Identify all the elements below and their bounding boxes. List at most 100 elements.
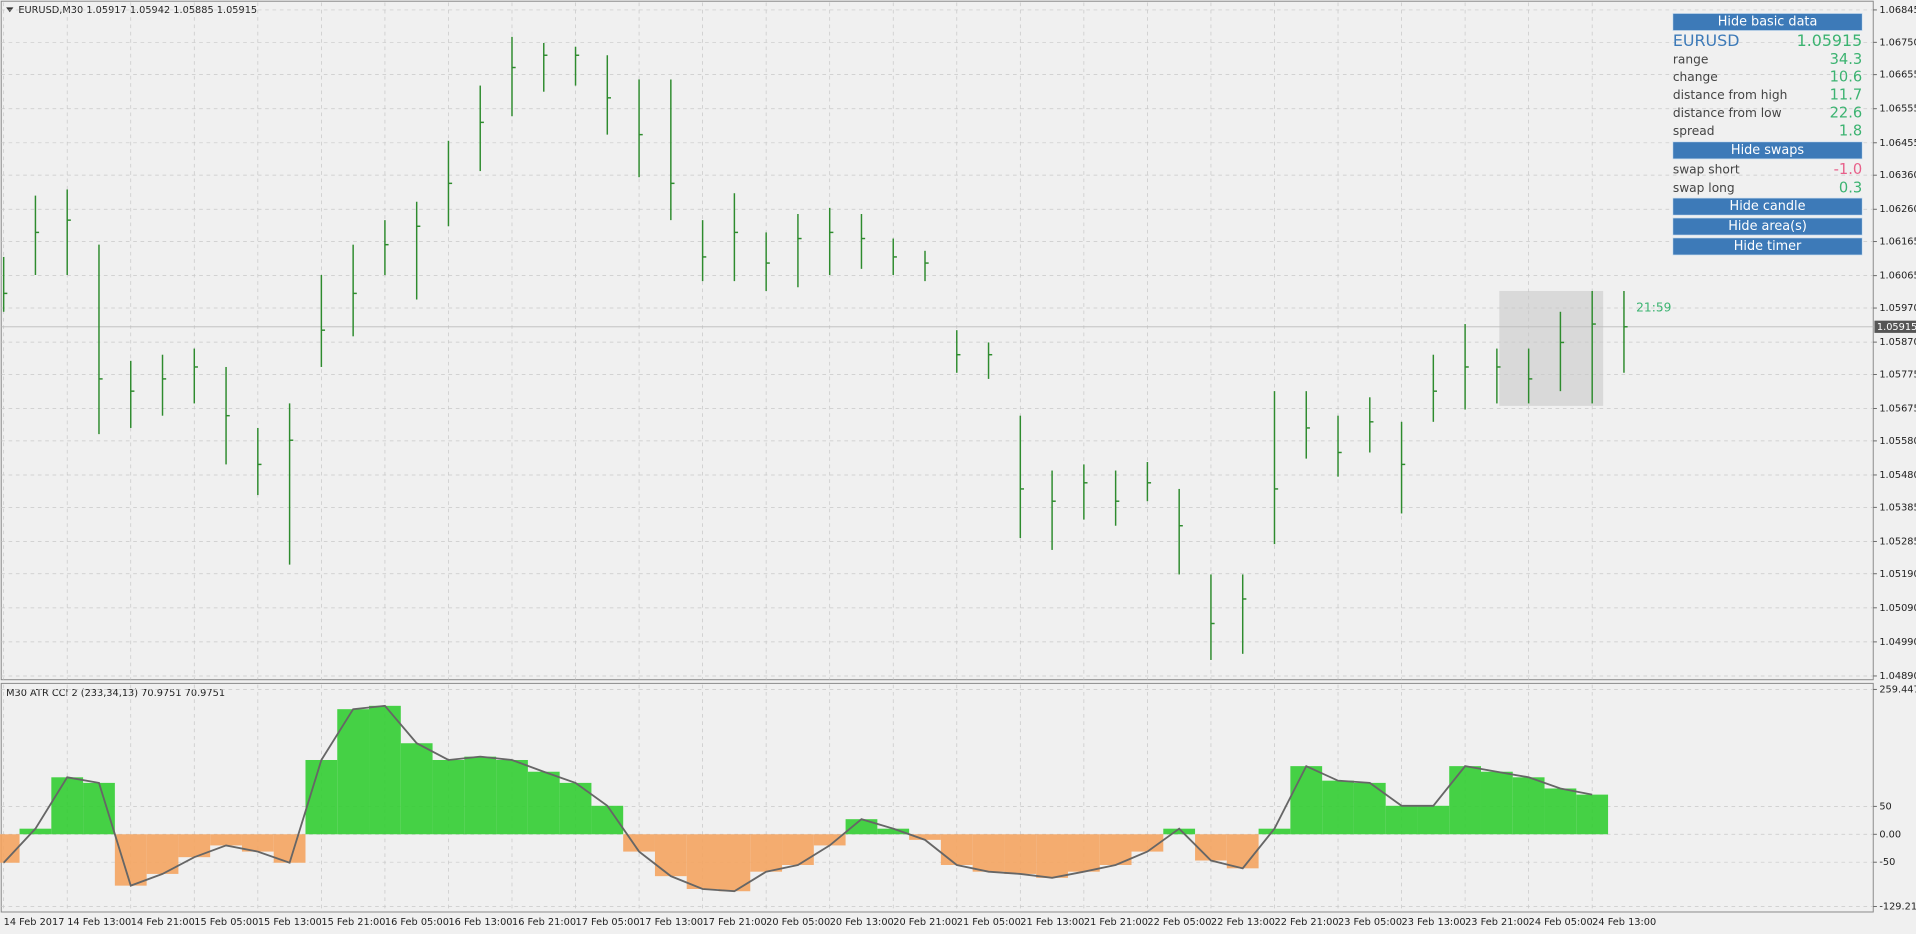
histogram-bar — [813, 834, 846, 846]
y-tick-label: 1.05090 — [1879, 603, 1916, 614]
histogram-bar — [1322, 780, 1354, 835]
histogram-bar — [1544, 788, 1577, 835]
panel-button[interactable] — [1672, 197, 1863, 216]
histogram-bar — [1004, 834, 1037, 874]
x-tick-label: 16 Feb 13:00 — [448, 917, 512, 928]
panel-button[interactable] — [1672, 13, 1863, 31]
timer: 21:59 — [1636, 301, 1671, 315]
panel-label: swap long — [1673, 181, 1735, 195]
histogram-bar — [114, 834, 147, 886]
panel-button-label[interactable]: Hide basic data — [1718, 15, 1818, 30]
x-tick-label: 20 Feb 05:00 — [766, 917, 830, 928]
x-tick-label: 22 Feb 05:00 — [1147, 917, 1211, 928]
y-tick-label: 1.06360 — [1879, 170, 1916, 181]
histogram-bar — [1576, 794, 1609, 835]
y-tick-label: 1.04990 — [1879, 637, 1916, 648]
x-tick-label: 21 Feb 21:00 — [1084, 917, 1148, 928]
y-tick-label: 1.05580 — [1879, 436, 1916, 447]
histogram-bar — [1067, 834, 1100, 872]
histogram-bar — [83, 782, 115, 835]
x-tick-label: 14 Feb 2017 — [4, 917, 65, 928]
histogram-bar — [686, 834, 719, 889]
histogram-bar — [782, 834, 814, 865]
panel-value: 22.6 — [1830, 104, 1863, 121]
indicator-line — [2, 704, 1593, 893]
histogram-bar — [1480, 771, 1513, 835]
chart-title: EURUSD,M30 1.05917 1.05942 1.05885 1.059… — [18, 5, 257, 16]
x-tick-label: 20 Feb 21:00 — [893, 917, 957, 928]
panel-button-label[interactable]: Hide swaps — [1731, 143, 1804, 158]
histogram-bar — [1163, 828, 1196, 835]
y-tick-label: 1.05190 — [1879, 569, 1916, 580]
histogram-bar — [464, 756, 497, 835]
histogram-bar — [1131, 834, 1164, 852]
panel-label: range — [1673, 52, 1709, 66]
panel-button[interactable] — [1672, 237, 1863, 256]
histogram-bar — [1385, 805, 1418, 835]
histogram-bar — [496, 759, 528, 835]
panel-button[interactable] — [1672, 217, 1863, 236]
panel-button-label[interactable]: Hide area(s) — [1728, 219, 1807, 234]
panel-label: change — [1673, 70, 1718, 84]
x-tick-label: 21 Feb 13:00 — [1020, 917, 1084, 928]
panel-label: distance from high — [1673, 88, 1788, 102]
y-tick-label: 1.06260 — [1879, 204, 1916, 215]
histogram-bar — [750, 834, 783, 872]
x-tick-label: 16 Feb 05:00 — [385, 917, 449, 928]
panel-value: 34.3 — [1830, 51, 1863, 68]
y-tick-label: 1.05675 — [1879, 404, 1916, 415]
x-tick-label: 14 Feb 21:00 — [131, 917, 195, 928]
y-tick-label: -129.215 — [1879, 901, 1916, 912]
histogram-bar — [909, 834, 941, 840]
indicator-pane — [0, 682, 1874, 913]
y-tick-label: 50 — [1879, 801, 1891, 812]
y-tick-label: 0.00 — [1879, 829, 1901, 840]
y-tick-label: 1.06655 — [1879, 70, 1916, 81]
x-tick-label: 23 Feb 21:00 — [1465, 917, 1529, 928]
histogram-bar — [1195, 834, 1227, 861]
y-tick-label: 1.06065 — [1879, 271, 1916, 282]
histogram-bar — [337, 709, 370, 835]
histogram-bar — [1290, 766, 1323, 835]
y-tick-label: 1.05385 — [1879, 502, 1916, 513]
panel-button-label[interactable]: Hide candle — [1730, 199, 1806, 214]
histogram-bar — [718, 834, 751, 892]
x-tick-label: 16 Feb 21:00 — [512, 917, 576, 928]
y-tick-label: 1.05480 — [1879, 470, 1916, 481]
x-tick-label: 24 Feb 05:00 — [1529, 917, 1593, 928]
histogram-bar — [1512, 777, 1545, 835]
panel-value: 11.7 — [1830, 87, 1863, 104]
x-tick-label: 17 Feb 21:00 — [703, 917, 767, 928]
histogram-bar — [400, 743, 433, 835]
x-tick-label: 15 Feb 05:00 — [194, 917, 258, 928]
panel-button[interactable] — [1672, 141, 1863, 160]
histogram-bar — [273, 834, 306, 863]
histogram-bar — [591, 805, 624, 835]
histogram-bar — [845, 819, 878, 835]
y-tick-label: 259.4476 — [1879, 684, 1916, 695]
panel-label: swap short — [1673, 162, 1740, 176]
x-tick-label: 22 Feb 21:00 — [1274, 917, 1338, 928]
y-tick-label: 1.06165 — [1879, 237, 1916, 248]
x-tick-label: 17 Feb 13:00 — [639, 917, 703, 928]
x-tick-label: 20 Feb 13:00 — [830, 917, 894, 928]
x-tick-label: 14 Feb 13:00 — [67, 917, 131, 928]
histogram-bar — [654, 834, 687, 877]
histogram-bar — [972, 834, 1005, 872]
histogram-bar — [1036, 834, 1068, 878]
y-tick-label: 1.06845 — [1879, 5, 1916, 16]
y-tick-label: 1.05285 — [1879, 536, 1916, 547]
histogram-bar — [1449, 766, 1481, 835]
histogram-bar — [178, 834, 211, 858]
y-tick-label: 1.06750 — [1879, 37, 1916, 48]
histogram-bar — [19, 828, 52, 835]
histogram-bar — [877, 828, 910, 835]
y-tick-label: 1.06555 — [1879, 104, 1916, 115]
panel-button-label[interactable]: Hide timer — [1734, 239, 1802, 254]
panel-symbol: EURUSD — [1673, 31, 1740, 50]
histogram-bar — [432, 759, 465, 835]
panel-value: 10.6 — [1830, 69, 1863, 86]
current-price-box — [1874, 320, 1916, 333]
